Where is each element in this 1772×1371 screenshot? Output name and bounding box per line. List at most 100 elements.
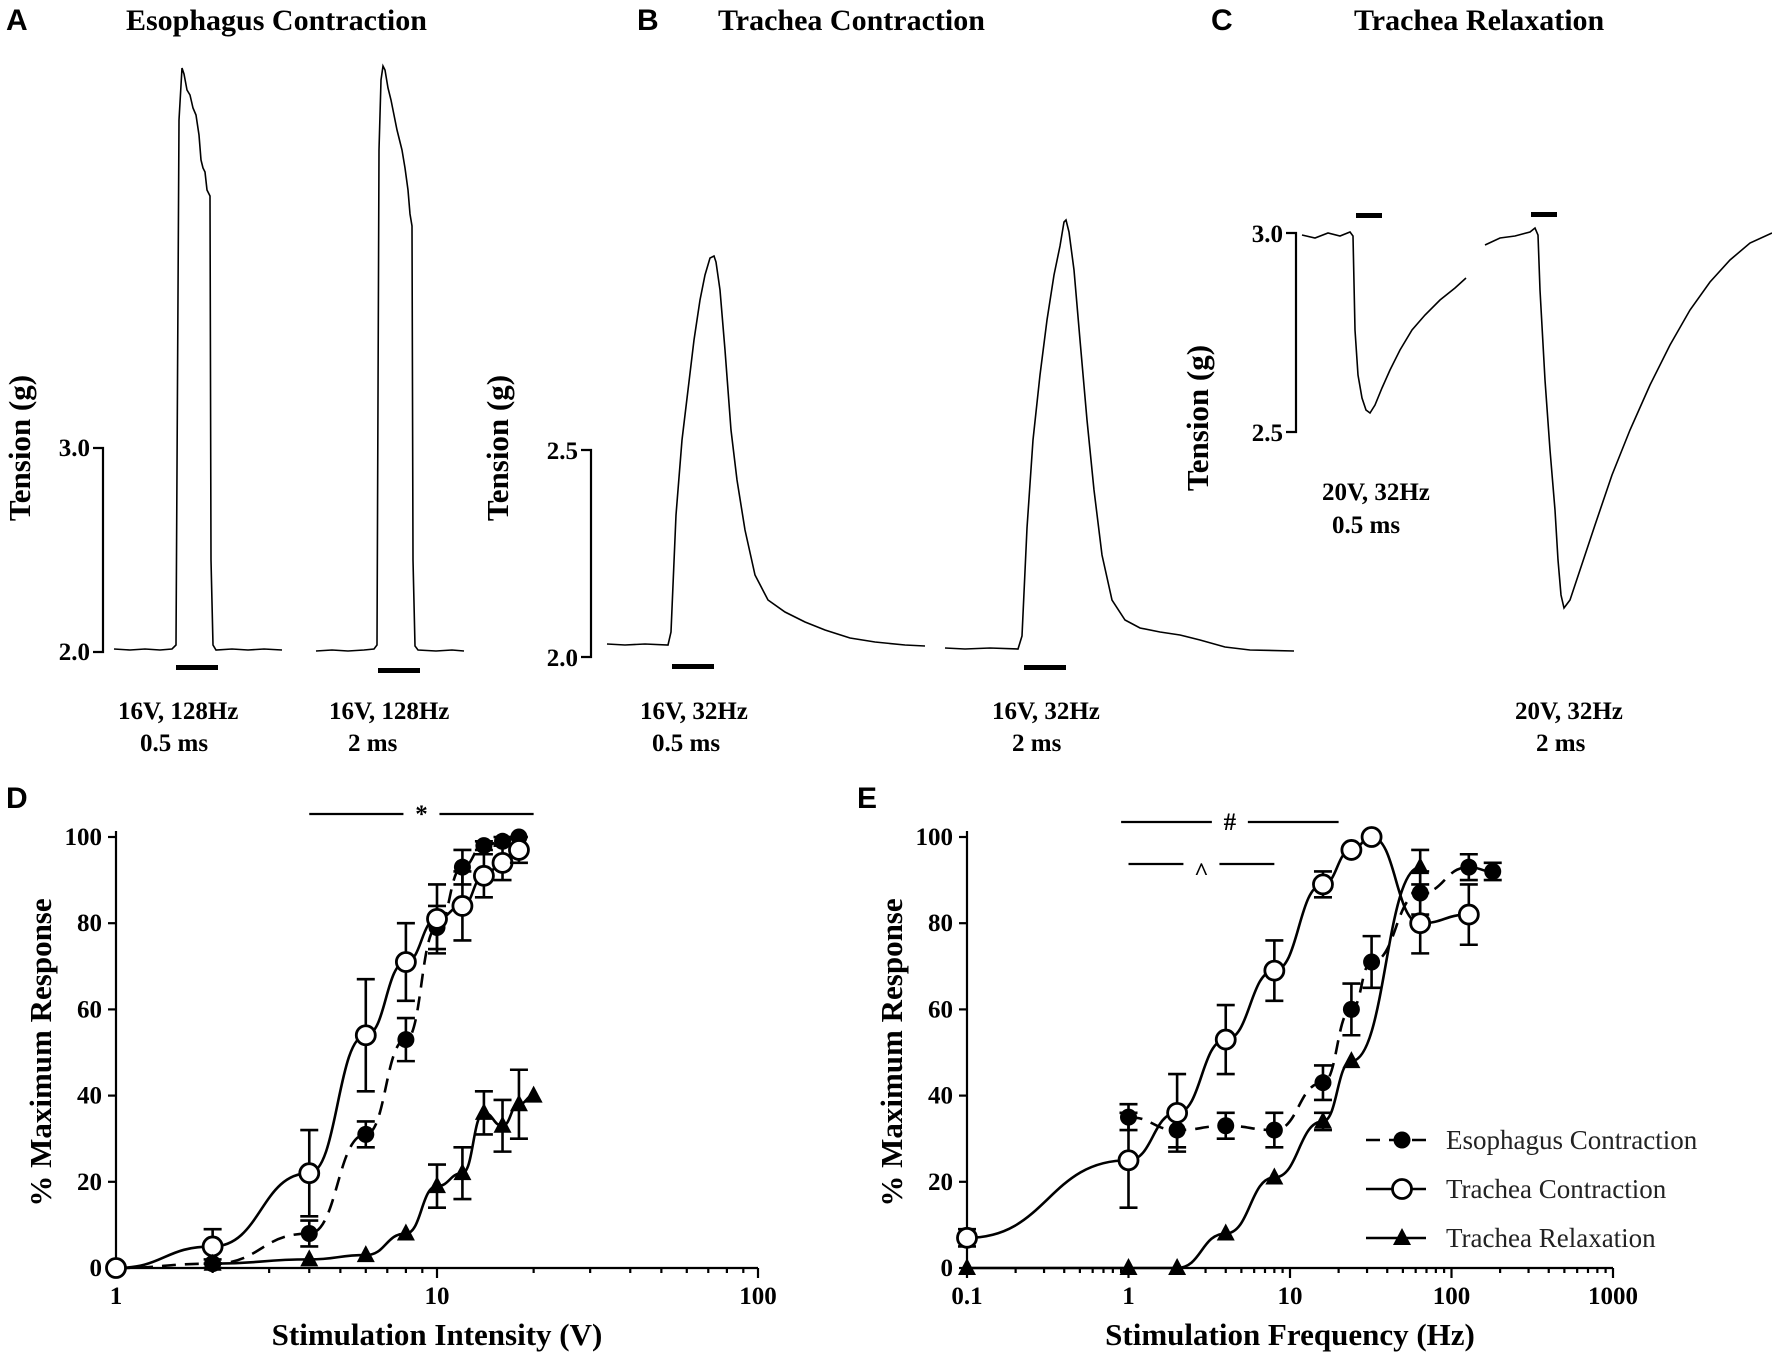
panel-a-letter: A xyxy=(6,4,28,37)
chart0-trachea-contraction-point xyxy=(298,1162,321,1185)
chart0-sig-symbol: * xyxy=(415,801,428,828)
chart1-ytick-label: 20 xyxy=(928,1169,953,1196)
panel-a-caption-2-line1: 16V, 128Hz xyxy=(329,698,449,725)
panel-c-title: Trachea Relaxation xyxy=(1354,4,1605,37)
panel-c-caption-1-line2: 0.5 ms xyxy=(1332,512,1400,539)
chart1-trachea-relaxation-point xyxy=(1119,1258,1138,1275)
chart1-legend-marker-trachea-relaxation xyxy=(1393,1228,1411,1245)
panel-a-scale-bar xyxy=(93,446,105,654)
panel-a-caption-1-line1: 16V, 128Hz xyxy=(118,698,238,725)
panel-a-stim-bar-1 xyxy=(176,665,218,670)
chart1-trachea-relaxation-point xyxy=(1216,1223,1235,1241)
chart0-trachea-contraction-point xyxy=(201,1235,224,1258)
chart1-trachea-contraction-point xyxy=(1166,1101,1189,1124)
chart1-legend-label-trachea-relaxation: Trachea Relaxation xyxy=(1446,1223,1656,1253)
panel-c-scale-bottom: 2.5 xyxy=(1252,420,1283,447)
chart0-trachea-relaxation-series xyxy=(203,1068,543,1271)
chart1-legend-marker-trachea-contraction xyxy=(1391,1178,1413,1200)
panel-b-scale-bar xyxy=(581,448,593,659)
chart1-trachea-relaxation-point xyxy=(958,1258,976,1275)
panel-b-stim-bar-2 xyxy=(1024,665,1066,670)
chart1-xtick-label: 0.1 xyxy=(951,1283,982,1310)
chart1-xtick-label: 100 xyxy=(1433,1283,1471,1310)
panel-e: E 0 20 40 60 80 100 0.1 1 10 100 1000 Stimulation F… xyxy=(857,782,1698,1352)
panel-c-caption-1-line1: 20V, 32Hz xyxy=(1322,479,1430,506)
panel-a-caption-2-line2: 2 ms xyxy=(348,730,398,757)
chart1-esophagus-contraction-point xyxy=(1484,862,1502,880)
panel-d-letter: D xyxy=(6,782,28,815)
panel-c-stim-bar-2 xyxy=(1531,212,1557,217)
panel-b-scale-bottom: 2.0 xyxy=(547,645,578,672)
chart1-sig-symbol: ^ xyxy=(1194,859,1209,886)
panel-a-ylabel: Tension (g) xyxy=(2,375,37,521)
chart1-ytick-label: 100 xyxy=(916,824,954,851)
panel-a-scale-top: 3.0 xyxy=(59,435,90,462)
chart0-ytick-label: 0 xyxy=(90,1255,103,1282)
chart0-ytick-label: 100 xyxy=(65,824,103,851)
panel-a-stim-bar-2 xyxy=(378,668,420,673)
panel-a-caption-1-line2: 0.5 ms xyxy=(140,730,208,757)
panel-c: C Trachea Relaxation Tension (g) 3.0 2.5… xyxy=(1180,4,1772,757)
chart1-esophagus-contraction-point xyxy=(1265,1121,1283,1139)
panel-c-caption-2-line1: 20V, 32Hz xyxy=(1515,698,1623,725)
chart0-trachea-relaxation-point xyxy=(524,1085,543,1103)
chart1-ylabel: % Maximum Response xyxy=(874,898,909,1206)
panel-b-ylabel: Tension (g) xyxy=(480,375,515,521)
panel-a-title: Esophagus Contraction xyxy=(126,4,427,37)
chart1-trachea-relaxation-point xyxy=(1411,857,1430,875)
chart1-esophagus-contraction-point xyxy=(1342,1000,1360,1018)
chart0-ytick-label: 20 xyxy=(77,1169,102,1196)
chart1-legend: Esophagus Contraction Trachea Contraction… xyxy=(1366,1125,1698,1253)
chart1-esophagus-contraction-point xyxy=(1314,1074,1332,1092)
chart1-xtick-label: 1 xyxy=(1122,1283,1135,1310)
chart1-trachea-contraction-point xyxy=(1457,903,1480,926)
chart1-xtick-label: 1000 xyxy=(1588,1283,1638,1310)
chart0-trachea-contraction-point xyxy=(451,895,474,917)
panel-c-caption-2-line2: 2 ms xyxy=(1536,730,1586,757)
chart1-esophagus-contraction-point xyxy=(1460,858,1478,876)
panel-b-scale-top: 2.5 xyxy=(547,438,578,465)
chart1-trachea-contraction-point xyxy=(1360,826,1383,848)
chart1-ytick-label: 0 xyxy=(941,1255,954,1282)
panel-a: A Esophagus Contraction Tension (g) 3.0 … xyxy=(2,4,465,757)
chart0-xtick-label: 1 xyxy=(110,1283,123,1310)
chart0-ytick-label: 60 xyxy=(77,996,102,1023)
chart1-trachea-contraction-point xyxy=(1117,1149,1140,1172)
chart1-trachea-relaxation-series xyxy=(958,848,1430,1275)
chart0-trachea-contraction-series xyxy=(105,835,530,1279)
panel-b-stim-bar-1 xyxy=(672,664,714,669)
chart0-trachea-contraction-point xyxy=(508,839,530,861)
chart0-trachea-relaxation-point xyxy=(509,1094,528,1112)
chart1-trachea-contraction-point xyxy=(956,1226,978,1249)
panel-c-scale-bar xyxy=(1286,231,1298,434)
chart1-trachea-contraction-point xyxy=(1409,912,1432,935)
chart1-legend-label-trachea-contraction: Trachea Contraction xyxy=(1446,1174,1667,1204)
panel-b-trace-2 xyxy=(944,218,1295,652)
chart0-xtick-label: 100 xyxy=(739,1283,777,1310)
panel-b-trace-1 xyxy=(606,254,926,647)
panel-b-letter: B xyxy=(637,4,659,37)
chart0-trachea-relaxation-point xyxy=(203,1253,222,1271)
chart0-trachea-relaxation-point xyxy=(453,1163,472,1181)
chart0-xtick-label: 10 xyxy=(425,1283,450,1310)
chart1-trachea-relaxation-point xyxy=(1168,1258,1187,1275)
panel-d: D 0 20 40 60 80 100 1 10 100 Stimulation Intensit… xyxy=(6,782,777,1352)
chart0-trachea-contraction-point xyxy=(473,864,495,887)
chart1-ytick-label: 80 xyxy=(928,910,953,937)
chart0-trachea-contraction-point xyxy=(426,907,448,930)
chart0-esophagus-contraction-point xyxy=(475,837,493,855)
chart0-esophagus-contraction-point xyxy=(397,1031,415,1049)
chart1-trachea-contraction-point xyxy=(1263,959,1286,982)
chart1-trachea-contraction-point xyxy=(1312,873,1334,896)
panel-a-trace-1 xyxy=(113,67,283,651)
chart0-trachea-contraction-point xyxy=(394,951,417,973)
chart0-trachea-relaxation-point xyxy=(356,1245,375,1263)
chart1-trachea-contraction-point xyxy=(1214,1028,1237,1051)
chart1-xtick-label: 10 xyxy=(1278,1283,1303,1310)
panel-c-ylabel: Tension (g) xyxy=(1180,345,1215,491)
chart1-trachea-relaxation-point xyxy=(1265,1167,1284,1185)
chart0-trachea-contraction-point xyxy=(354,1024,377,1047)
chart0-trachea-relaxation-point xyxy=(300,1249,319,1267)
chart1-xlabel: Stimulation Frequency (Hz) xyxy=(1105,1317,1475,1352)
